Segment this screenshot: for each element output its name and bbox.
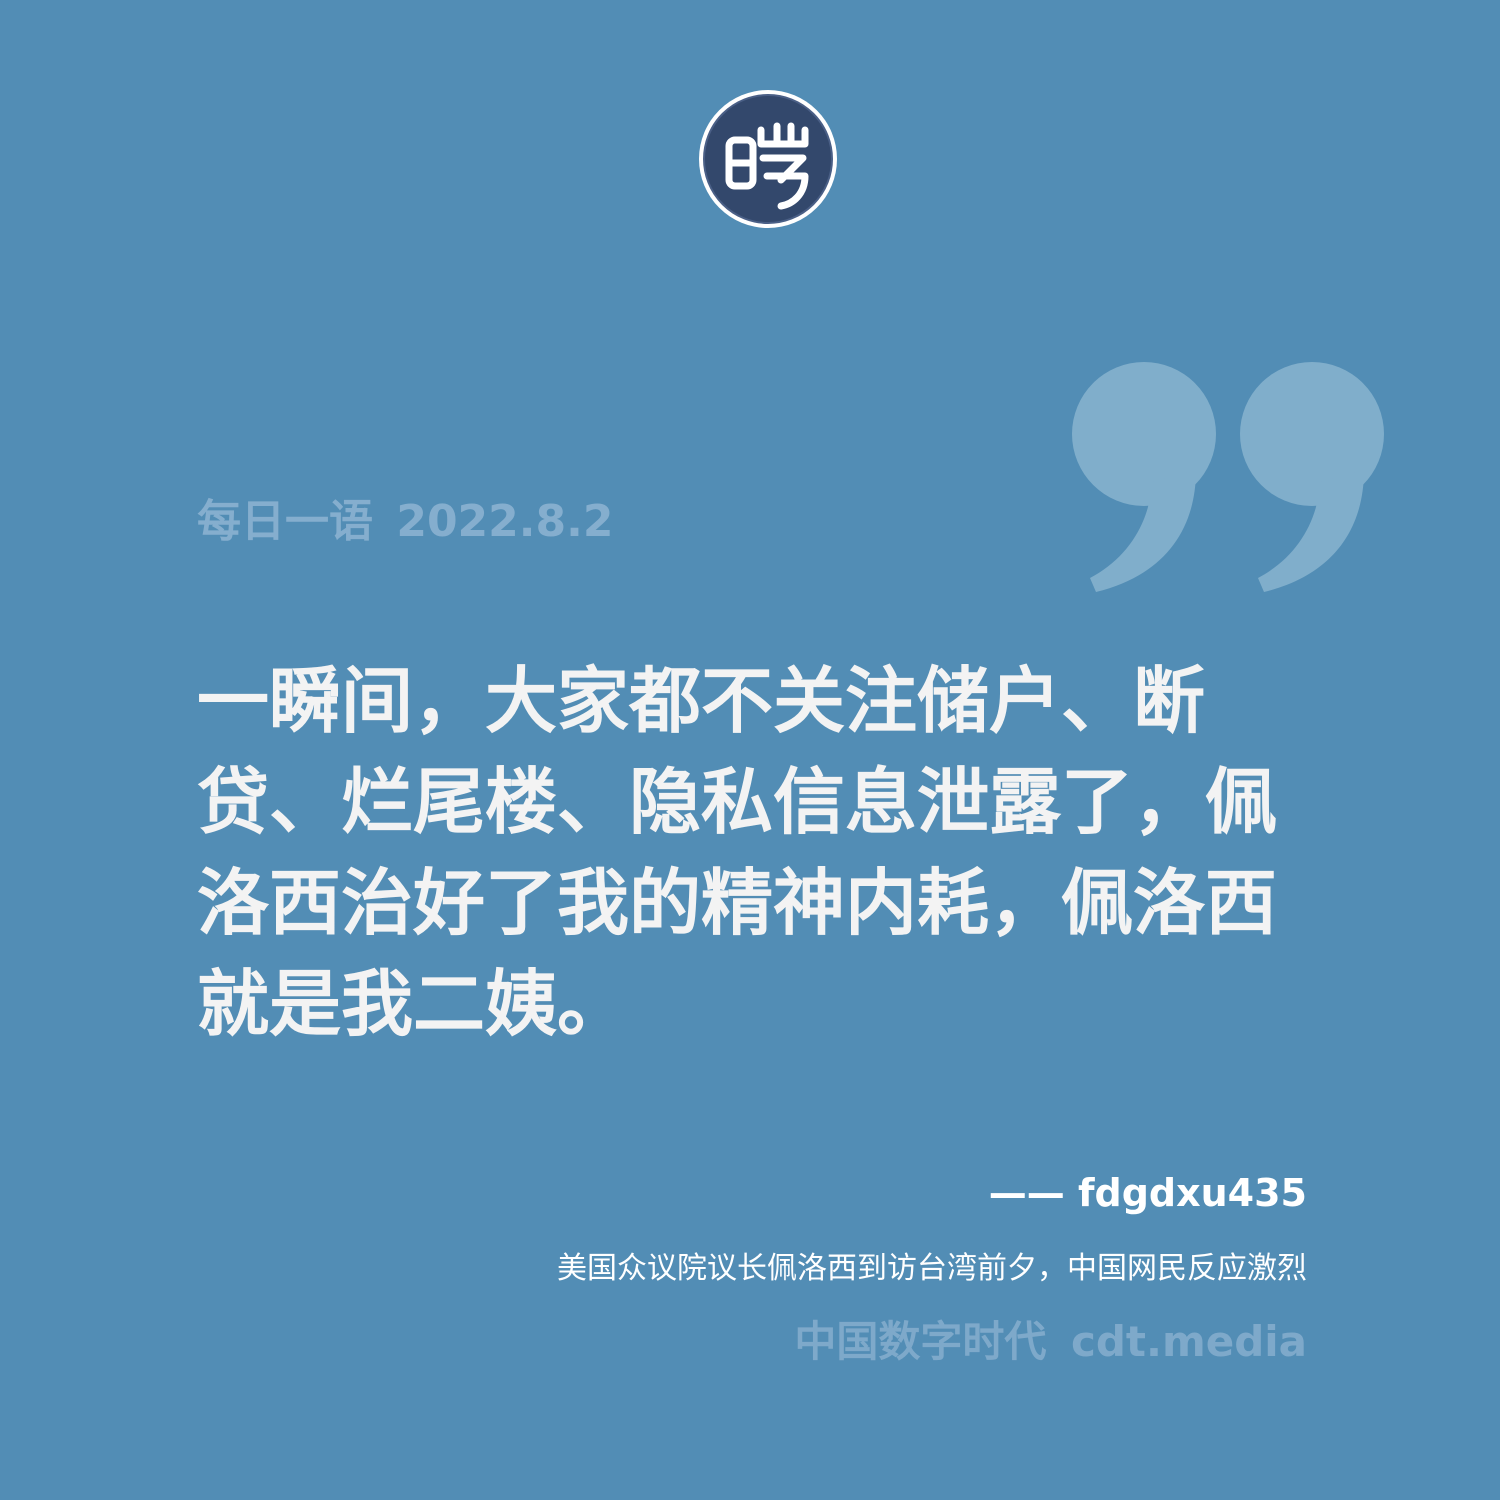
cdt-seal-logo xyxy=(699,90,837,228)
brand-name: 中国数字时代 xyxy=(794,1317,1047,1366)
brand-line: 中国数字时代 cdt.media xyxy=(794,1314,1307,1370)
quote-author: —— fdgdxu435 xyxy=(988,1171,1307,1215)
closing-quote-icon xyxy=(1072,362,1384,592)
quote-source: 美国众议院议长佩洛西到访台湾前夕，中国网民反应激烈 xyxy=(557,1251,1307,1286)
header-date: 2022.8.2 xyxy=(396,496,614,547)
header-label: 每日一语 xyxy=(197,496,373,547)
quote-text: 一瞬间，大家都不关注储户、断贷、烂尾楼、隐私信息泄露了，佩洛西治好了我的精神内耗… xyxy=(197,658,1278,1046)
brand-url: cdt.media xyxy=(1070,1317,1307,1366)
daily-quote-header: 每日一语 2022.8.2 xyxy=(197,492,613,552)
